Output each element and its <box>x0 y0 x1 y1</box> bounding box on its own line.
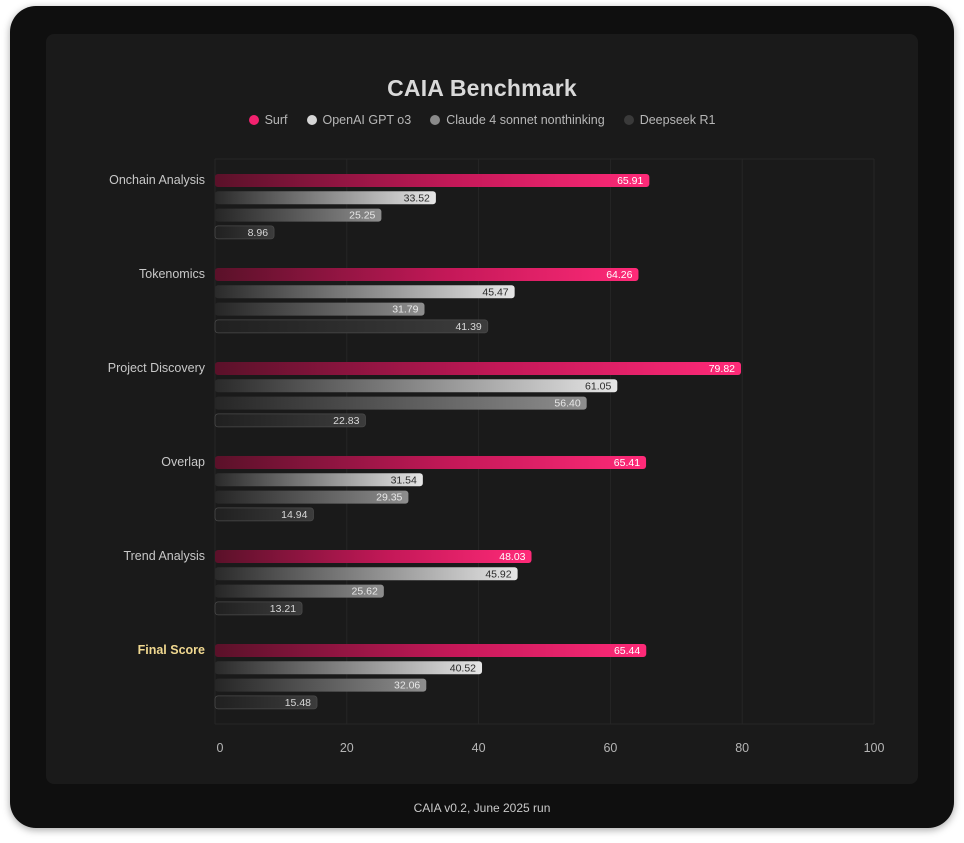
bar-value-label: 8.96 <box>248 227 269 239</box>
bar-value-label: 48.03 <box>499 551 525 563</box>
bar-value-label: 14.94 <box>281 509 307 521</box>
bar-surf <box>215 362 742 375</box>
footer-note: CAIA v0.2, June 2025 run <box>413 801 551 815</box>
legend-label-gpt: OpenAI GPT o3 <box>322 113 412 127</box>
bar-value-label: 65.91 <box>617 175 643 187</box>
category-label: Overlap <box>161 455 205 469</box>
bar-openai-gpt-o3 <box>215 191 436 205</box>
legend-label-deepseek: Deepseek R1 <box>639 113 716 127</box>
bar-value-label: 45.92 <box>485 568 511 580</box>
bar-surf <box>215 174 650 187</box>
chart-title: CAIA Benchmark <box>387 75 577 101</box>
bar-deepseek-r1 <box>214 413 366 428</box>
bar-value-label: 41.39 <box>455 321 481 333</box>
bar-value-label: 13.21 <box>270 603 296 615</box>
chart-legend: Surf OpenAI GPT o3 Claude 4 sonnet nonth… <box>0 113 964 127</box>
bar-openai-gpt-o3 <box>215 661 483 675</box>
bar-value-label: 22.83 <box>333 415 359 427</box>
bar-value-label: 45.47 <box>482 286 508 298</box>
bar-value-label: 31.79 <box>392 304 418 316</box>
bar-value-label: 79.82 <box>709 363 735 375</box>
legend-swatch-deepseek <box>623 115 634 125</box>
bar-value-label: 65.44 <box>614 645 640 657</box>
bar-claude-4-sonnet-nonthinking <box>215 490 409 504</box>
bar-openai-gpt-o3 <box>215 473 423 487</box>
legend-swatch-surf <box>248 115 259 125</box>
bar-value-label: 32.06 <box>394 680 420 692</box>
bar-value-label: 61.05 <box>585 380 611 392</box>
category-label: Final Score <box>138 643 205 657</box>
bar-claude-4-sonnet-nonthinking <box>215 302 425 316</box>
bar-surf <box>215 456 647 469</box>
bar-value-label: 64.26 <box>606 269 632 281</box>
x-axis-ticks: 0 20 40 60 80 100 <box>217 741 885 755</box>
bar-deepseek-r1 <box>214 695 318 710</box>
bar-value-label: 29.35 <box>376 492 402 504</box>
x-tick-label: 80 <box>735 741 749 755</box>
legend-swatch-claude <box>430 115 441 125</box>
bar-value-label: 65.41 <box>614 457 640 469</box>
bars: 65.91 33.52 25.25 8.96 64.26 45.47 31.79 41.39 7… <box>214 174 742 710</box>
bar-surf <box>215 268 639 281</box>
bar-claude-4-sonnet-nonthinking <box>215 584 384 598</box>
grid-lines <box>214 158 875 725</box>
legend-item-deepseek: Deepseek R1 <box>623 113 716 127</box>
x-tick-label: 20 <box>340 741 354 755</box>
category-label: Tokenomics <box>139 267 205 281</box>
bar-value-label: 33.52 <box>404 192 430 204</box>
bar-openai-gpt-o3 <box>215 567 518 581</box>
bar-deepseek-r1 <box>214 601 303 616</box>
legend-label-surf: Surf <box>264 113 288 127</box>
bar-openai-gpt-o3 <box>215 285 515 299</box>
category-label: Onchain Analysis <box>109 173 205 187</box>
bar-claude-4-sonnet-nonthinking <box>215 678 427 692</box>
x-tick-label: 0 <box>217 741 224 755</box>
bar-value-label: 56.40 <box>554 398 580 410</box>
bar-deepseek-r1 <box>214 225 275 240</box>
category-labels: Onchain Analysis Tokenomics Project Discov… <box>108 173 206 657</box>
category-label: Project Discovery <box>108 361 206 375</box>
legend-label-claude: Claude 4 sonnet nonthinking <box>446 113 605 127</box>
bar-value-label: 31.54 <box>391 474 417 486</box>
x-tick-label: 100 <box>864 741 885 755</box>
bar-value-label: 25.25 <box>349 210 375 222</box>
bar-claude-4-sonnet-nonthinking <box>215 396 587 410</box>
bar-value-label: 15.48 <box>285 697 311 709</box>
bar-deepseek-r1 <box>214 319 489 334</box>
legend-swatch-gpt <box>306 115 317 125</box>
legend-item-surf: Surf <box>248 113 288 127</box>
bar-openai-gpt-o3 <box>215 379 618 393</box>
bar-deepseek-r1 <box>214 507 314 522</box>
bar-value-label: 40.52 <box>450 662 476 674</box>
legend-item-claude: Claude 4 sonnet nonthinking <box>430 113 605 127</box>
bar-claude-4-sonnet-nonthinking <box>215 208 382 222</box>
category-label: Trend Analysis <box>123 549 205 563</box>
bar-surf <box>215 644 647 657</box>
bar-surf <box>215 550 532 563</box>
legend-item-gpt: OpenAI GPT o3 <box>306 113 412 127</box>
bar-value-label: 25.62 <box>352 586 378 598</box>
x-tick-label: 40 <box>472 741 486 755</box>
x-tick-label: 60 <box>603 741 617 755</box>
